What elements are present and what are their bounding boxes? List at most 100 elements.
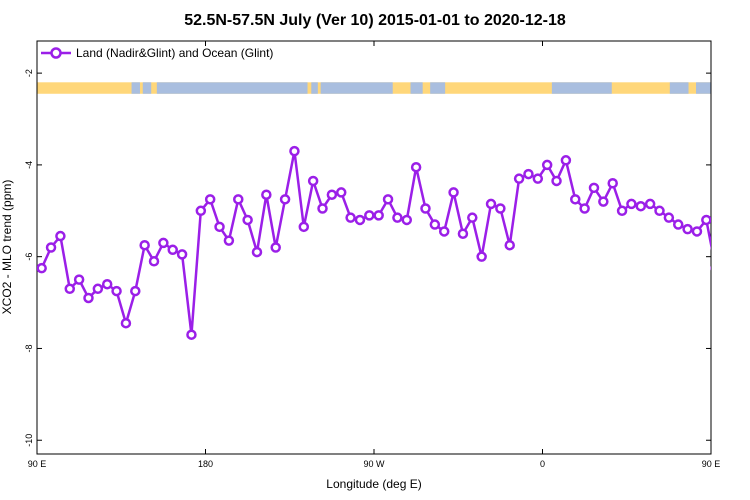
data-point [551,175,562,187]
data-point [663,212,675,223]
data-point [579,203,590,214]
data-point [382,194,394,205]
chart-title: 52.5N-57.5N July (Ver 10) 2015-01-01 to … [184,12,566,29]
data-point [598,196,609,207]
data-point [476,251,487,262]
data-point [139,239,150,251]
land-ocean-strip [37,82,711,94]
data-point [485,198,497,210]
data-point [345,212,356,223]
data-point [672,219,684,230]
ocean-segment [551,82,612,94]
data-point [710,265,711,271]
data-point [148,256,160,267]
data-point [420,203,431,214]
data-point [326,189,338,200]
data-point [682,223,693,235]
data-point [523,168,534,180]
data-point [242,214,253,226]
data-point [158,237,169,249]
y-tick-label: -8 [24,344,34,352]
data-point [186,329,197,340]
x-tick-label: 0 [540,459,545,469]
data-point [289,145,300,157]
y-tick-label: -4 [24,161,34,169]
y-axis-label: XCO2 - MLO trend (ppm) [0,180,14,315]
y-tick-label: -2 [24,69,34,77]
data-point [457,228,469,239]
data-point [167,244,178,256]
data-point [45,242,57,253]
data-point [588,182,600,194]
x-axis-ticks: 90 E 180 90 W 0 90 E [28,41,721,469]
data-point [37,262,47,274]
ocean-segment [669,82,689,94]
ocean-segment [156,82,308,94]
data-point [317,203,328,214]
data-point [204,194,216,205]
x-tick-label: 180 [198,459,213,469]
data-point [223,235,235,246]
data-point [111,285,122,297]
data-point [279,194,291,205]
legend-label: Land (Nadir&Glint) and Ocean (Glint) [76,46,273,60]
data-point [504,239,515,251]
ocean-segment [142,82,152,94]
data-point [307,175,319,187]
data-point [635,200,647,212]
data-point [176,249,188,260]
data-point [607,178,618,189]
ocean-segment [410,82,423,94]
data-point [251,246,263,258]
data-point [560,155,572,166]
data-point [721,244,729,252]
plot-frame [36,40,712,455]
y-tick-label: -10 [24,434,34,447]
data-point [335,187,347,198]
data-point [654,205,665,217]
data-point [55,230,66,242]
data-point [354,214,366,226]
y-axis-ticks: -10 -8 -6 -4 -2 [24,69,711,447]
data-point [730,232,738,240]
data-point [73,274,85,285]
data-point [429,219,441,230]
ocean-segment [696,82,711,94]
data-point [373,210,384,221]
y-tick-label: -6 [24,253,34,261]
data-point [130,285,141,297]
data-point [401,214,413,226]
data-point [570,194,581,205]
x-tick-label: 90 E [702,459,721,469]
data-point [92,283,104,295]
data-point [626,198,637,210]
data-point [410,161,422,173]
ocean-segment [311,82,318,94]
data-point [532,173,544,184]
data-point [298,221,310,233]
data-point [101,278,113,290]
data-point [261,189,272,200]
data-point [495,203,506,214]
data-point [64,283,76,295]
data-point [467,212,478,223]
legend-swatch-marker [50,47,62,59]
data-point [214,221,225,233]
data-point [438,226,450,237]
data-point [83,292,94,304]
data-series [37,145,748,340]
data-point [513,173,525,184]
data-point [691,226,703,237]
data-point [392,212,403,223]
data-point [644,198,656,210]
data-point [233,194,244,205]
data-point [701,214,711,226]
data-point [541,159,553,171]
ocean-segment [320,82,393,94]
data-point [616,205,628,217]
ocean-segment [131,82,140,94]
data-point [195,205,207,217]
data-point [120,317,132,329]
data-point [740,285,748,293]
